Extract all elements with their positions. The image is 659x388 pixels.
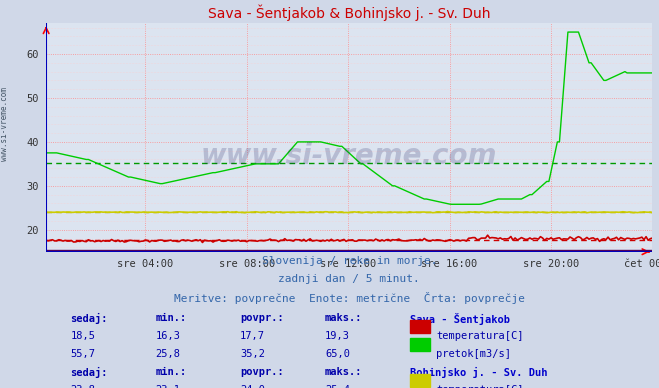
Text: Sava - Šentjakob: Sava - Šentjakob <box>410 314 510 326</box>
Bar <box>410 374 430 387</box>
Text: www.si-vreme.com: www.si-vreme.com <box>0 87 9 161</box>
Text: 25,4: 25,4 <box>325 385 350 388</box>
Text: Slovenija / reke in morje.: Slovenija / reke in morje. <box>262 256 437 266</box>
Text: maks.:: maks.: <box>325 367 362 378</box>
Text: 24,0: 24,0 <box>240 385 265 388</box>
Text: 35,2: 35,2 <box>240 350 265 359</box>
Text: 16,3: 16,3 <box>156 331 181 341</box>
Text: 23,8: 23,8 <box>71 385 96 388</box>
Text: Meritve: povprečne  Enote: metrične  Črta: povprečje: Meritve: povprečne Enote: metrične Črta:… <box>174 291 525 303</box>
Text: min.:: min.: <box>156 367 186 378</box>
Text: 65,0: 65,0 <box>325 350 350 359</box>
Text: temperatura[C]: temperatura[C] <box>436 385 523 388</box>
Text: povpr.:: povpr.: <box>240 314 284 324</box>
Text: min.:: min.: <box>156 314 186 324</box>
Text: sedaj:: sedaj: <box>71 367 108 378</box>
Text: sedaj:: sedaj: <box>71 314 108 324</box>
Text: 25,8: 25,8 <box>156 350 181 359</box>
Text: 17,7: 17,7 <box>240 331 265 341</box>
Text: temperatura[C]: temperatura[C] <box>436 331 523 341</box>
Text: maks.:: maks.: <box>325 314 362 324</box>
Text: pretok[m3/s]: pretok[m3/s] <box>436 350 511 359</box>
Text: www.si-vreme.com: www.si-vreme.com <box>201 142 498 170</box>
Text: Bohinjsko j. - Sv. Duh: Bohinjsko j. - Sv. Duh <box>410 367 548 378</box>
Bar <box>410 320 430 333</box>
Text: zadnji dan / 5 minut.: zadnji dan / 5 minut. <box>278 274 420 284</box>
Text: 23,1: 23,1 <box>156 385 181 388</box>
Text: 55,7: 55,7 <box>71 350 96 359</box>
Title: Sava - Šentjakob & Bohinjsko j. - Sv. Duh: Sava - Šentjakob & Bohinjsko j. - Sv. Du… <box>208 4 490 21</box>
Bar <box>410 338 430 351</box>
Text: 19,3: 19,3 <box>325 331 350 341</box>
Text: povpr.:: povpr.: <box>240 367 284 378</box>
Text: 18,5: 18,5 <box>71 331 96 341</box>
